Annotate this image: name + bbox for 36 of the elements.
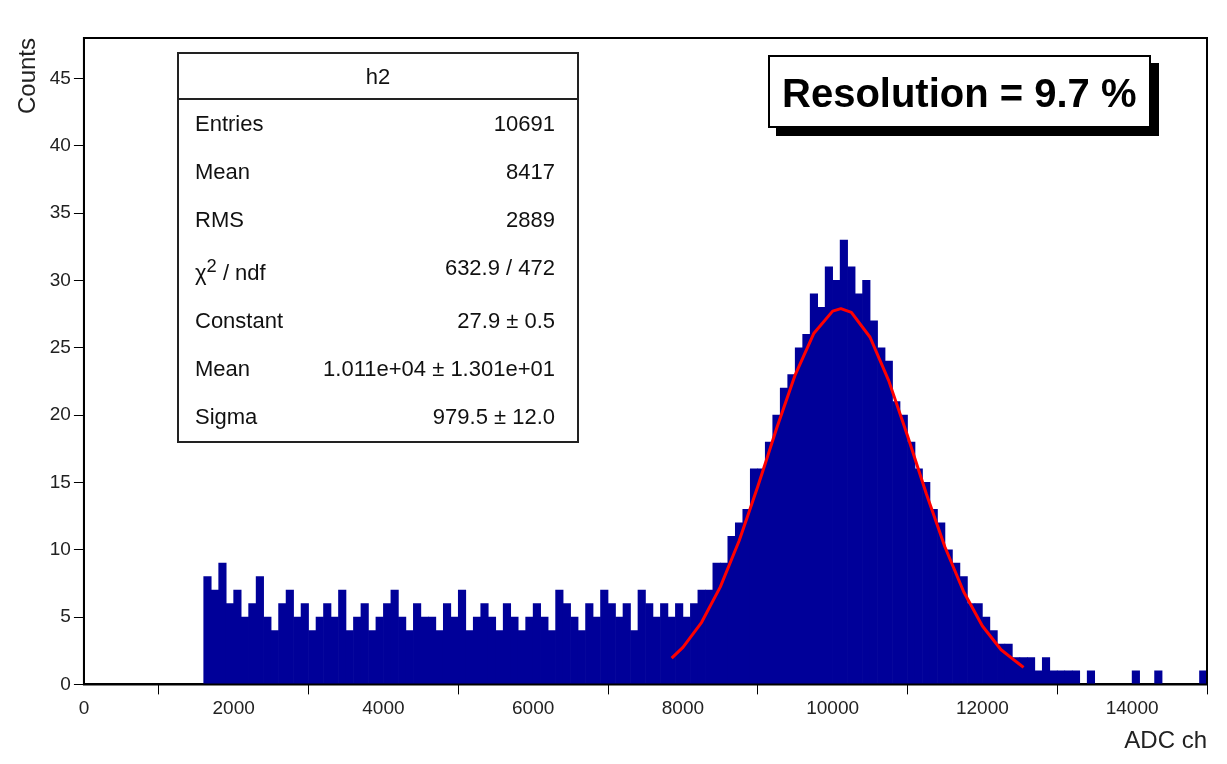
y-tick-label: 10 [49, 537, 71, 559]
x-axis-title: ADC ch [1124, 726, 1207, 754]
annotation: 979.5 ± 12.0 [432, 404, 555, 431]
annotation: Mean [195, 159, 251, 185]
y-tick-label: 30 [49, 268, 71, 290]
x-tick-label: 0 [78, 697, 90, 719]
y-tick-label: 0 [60, 672, 71, 694]
y-tick-label: 40 [49, 133, 71, 155]
y-tick-label: 25 [49, 335, 71, 357]
annotation: Entries [195, 111, 264, 137]
annotation: 1.011e+04 ± 1.301e+01 [323, 356, 555, 383]
x-tick-label: 8000 [661, 697, 705, 719]
x-tick-label: 2000 [212, 697, 255, 719]
annotation: RMS [195, 207, 244, 233]
y-tick-label: 45 [49, 66, 71, 88]
annotation: Mean [195, 356, 251, 383]
y-tick-label: 20 [49, 403, 71, 425]
y-tick-label: 5 [60, 605, 71, 627]
annotation: Sigma [195, 404, 258, 431]
annotation: h2 [179, 54, 577, 100]
x-tick-label: 6000 [512, 697, 555, 719]
x-tick-label: 4000 [362, 697, 405, 719]
annotation: 8417 [506, 159, 555, 185]
annotation: 2889 [506, 207, 555, 233]
annotation: 632.9 / 472 [444, 255, 555, 282]
x-tick-label: 12000 [955, 697, 1009, 719]
annotation: Resolution = 9.7 % [768, 55, 1151, 128]
annotation: 10691 [493, 111, 555, 137]
x-tick-label: 14000 [1105, 697, 1159, 719]
y-tick-label: 15 [49, 470, 71, 492]
annotation: Constant [195, 308, 284, 335]
annotation: χ$^{2}$ / ndf [195, 255, 266, 287]
y-axis-title: Counts [13, 38, 41, 115]
x-tick-label: 10000 [806, 697, 860, 719]
y-tick-label: 35 [49, 201, 71, 223]
annotation: 27.9 ± 0.5 [457, 308, 555, 335]
